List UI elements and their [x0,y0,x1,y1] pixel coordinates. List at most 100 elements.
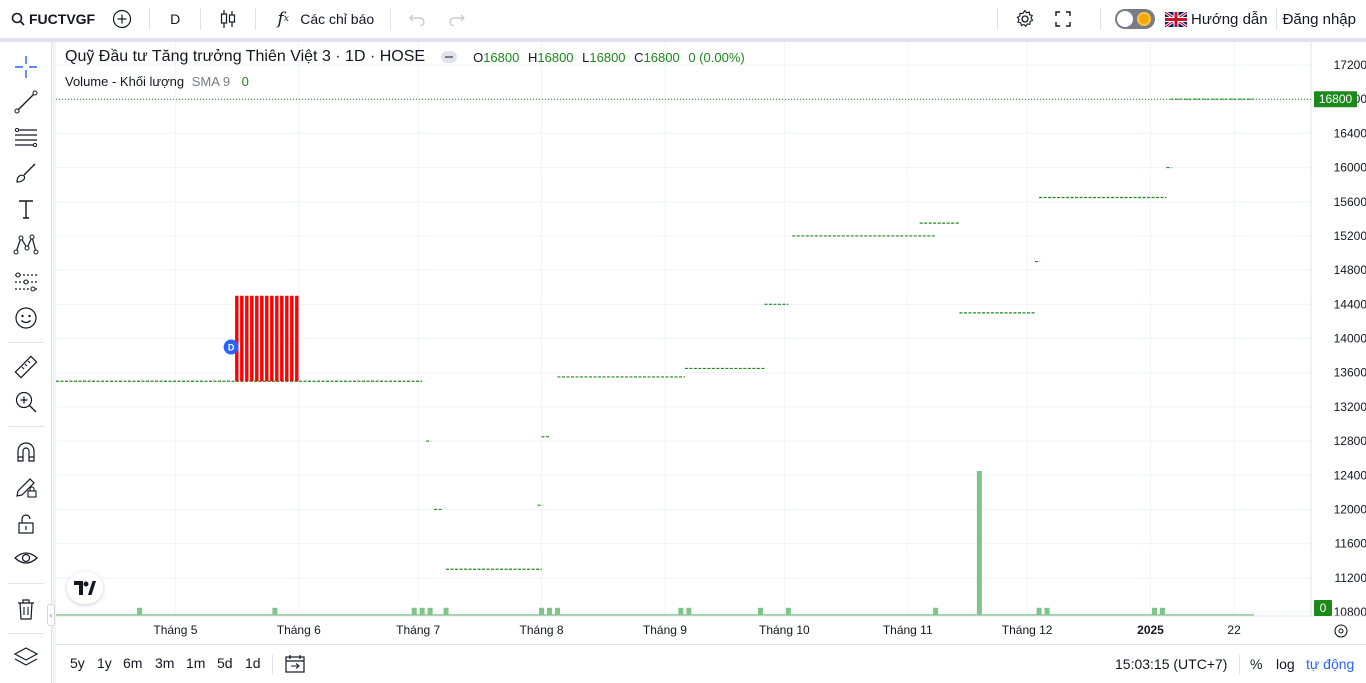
range-1d[interactable]: 1d [245,655,261,671]
toolbar-divider [1100,8,1101,30]
volume-bar[interactable] [419,607,425,615]
y-tick-label: 12400 [1334,468,1366,482]
range-5d[interactable]: 5d [217,655,233,671]
volume-bar[interactable] [785,607,791,615]
range-5y[interactable]: 5y [70,655,85,671]
log-toggle[interactable]: log [1276,656,1295,672]
volume-bar[interactable] [976,471,982,615]
chart-type-button[interactable] [209,0,247,38]
x-tick-label: Tháng 12 [1002,623,1053,637]
price-bar-down[interactable] [280,295,284,382]
collapse-toolbar-button[interactable]: ‹ [47,604,55,626]
stay-drawing-tool[interactable] [10,471,42,503]
volume-bar[interactable] [1036,607,1042,615]
range-1m[interactable]: 1m [186,655,206,671]
percent-toggle[interactable]: % [1250,656,1263,672]
text-tool[interactable] [10,193,42,225]
settings-button[interactable] [1006,0,1044,38]
price-bar-down[interactable] [265,295,269,382]
brush-tool[interactable] [10,157,42,189]
fullscreen-icon [1052,8,1074,30]
volume-bar[interactable] [443,607,449,615]
volume-label: Volume - Khối lượng [65,74,185,89]
price-bar-down[interactable] [235,295,239,382]
brush-icon [16,163,36,183]
collapse-legend-button[interactable] [441,51,458,63]
theme-toggle[interactable] [1109,0,1161,38]
forecast-tool[interactable] [10,266,42,298]
volume-bar[interactable] [1044,607,1050,615]
y-tick-label: 15200 [1334,229,1366,243]
redo-button[interactable] [437,0,475,38]
login-button[interactable]: Đăng nhập [1281,0,1366,38]
measure-tool[interactable] [10,351,42,383]
fullscreen-button[interactable] [1044,0,1082,38]
volume-bar[interactable] [554,607,560,615]
zoom-tool[interactable] [10,386,42,418]
emoji-tool[interactable] [10,302,42,334]
price-bar-down[interactable] [260,295,264,382]
candlestick-icon [217,8,239,30]
volume-bar[interactable] [1151,607,1157,615]
price-bar-down[interactable] [290,295,294,382]
guide-link[interactable]: Hướng dẫn [1161,0,1272,38]
volume-bar[interactable] [137,607,143,615]
last-price-label: 16800 [1319,92,1353,106]
price-bar-down[interactable] [250,295,254,382]
volume-bar[interactable] [686,607,692,615]
dividend-marker[interactable] [223,339,239,355]
magnet-tool[interactable] [10,436,42,468]
range-3m[interactable]: 3m [155,655,175,671]
price-bar-down[interactable] [270,295,274,382]
compare-button[interactable] [103,0,141,38]
x-tick-label: Tháng 9 [643,623,687,637]
volume-bar[interactable] [539,607,545,615]
range-1y[interactable]: 1y [97,655,112,671]
price-bar-down[interactable] [295,295,299,382]
drawing-toolbar [0,42,52,683]
volume-bar[interactable] [411,607,417,615]
undo-button[interactable] [399,0,437,38]
forecast-icon [15,272,37,292]
price-bar-down[interactable] [245,295,249,382]
toolbar-divider [255,8,257,30]
remove-drawings-tool[interactable] [10,593,42,625]
object-tree-button[interactable] [10,641,42,673]
fib-tool[interactable] [10,121,42,153]
toolbar-divider [272,655,273,675]
volume-bar[interactable] [1159,607,1165,615]
toolbar-edge [52,42,56,683]
lock-drawings-tool[interactable] [10,508,42,540]
volume-bar[interactable] [427,607,433,615]
topbar-divider [0,38,1366,42]
timezone-label[interactable]: 15:03:15 (UTC+7) [1115,656,1228,672]
chart-pane[interactable]: 17200 16800 16400 16000 15600 15200 14800 14400… [56,42,1366,644]
y-tick-label: 15600 [1334,195,1366,209]
scale-settings-icon[interactable] [1334,624,1348,638]
price-bar-down[interactable] [255,295,259,382]
tv-logo-icon [74,581,96,595]
price-bar-down[interactable] [240,295,244,382]
toolbar-separator [8,342,44,343]
trend-line-tool[interactable] [10,86,42,118]
price-bar-down[interactable] [285,295,289,382]
volume-bar[interactable] [757,607,763,615]
bottom-toolbar: 5y 1y 6m 3m 1m 5d 1d 15:03:15 (UTC+7) % … [56,644,1366,683]
hide-drawings-tool[interactable] [10,542,42,574]
go-to-date-button[interactable] [284,654,306,677]
volume-bar[interactable] [272,607,278,615]
pattern-tool[interactable] [10,229,42,261]
crosshair-tool[interactable] [10,51,42,83]
price-bar-down[interactable] [275,295,279,382]
volume-bar[interactable] [547,607,553,615]
tradingview-logo[interactable] [67,572,103,604]
price-chart[interactable]: 17200 16800 16400 16000 15600 15200 14800 14400… [56,42,1366,644]
volume-bar[interactable] [678,607,684,615]
indicators-label: Các chỉ báo [300,11,375,27]
range-6m[interactable]: 6m [123,655,143,671]
interval-button[interactable]: D [158,0,192,38]
symbol-search[interactable]: FUCTVGF [0,0,103,38]
volume-bar[interactable] [933,607,939,615]
auto-scale-toggle[interactable]: tự động [1306,656,1355,672]
